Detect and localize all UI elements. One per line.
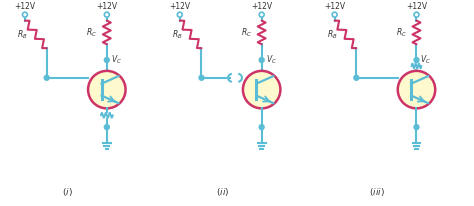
- Circle shape: [259, 12, 264, 17]
- Circle shape: [44, 75, 49, 80]
- Circle shape: [243, 71, 281, 108]
- Circle shape: [259, 57, 264, 62]
- Text: $R_C$: $R_C$: [396, 26, 407, 39]
- Text: $R_B$: $R_B$: [172, 28, 183, 41]
- Circle shape: [104, 12, 109, 17]
- Text: $V_C$: $V_C$: [265, 54, 276, 66]
- Text: +12V: +12V: [406, 2, 427, 11]
- Text: $(i)$: $(i)$: [62, 186, 73, 198]
- Text: $(iii)$: $(iii)$: [369, 186, 385, 198]
- Text: +12V: +12V: [169, 2, 191, 11]
- Circle shape: [332, 12, 337, 17]
- Text: +12V: +12V: [324, 2, 345, 11]
- Circle shape: [199, 75, 204, 80]
- Text: $R_B$: $R_B$: [327, 28, 337, 41]
- Text: $R_C$: $R_C$: [241, 26, 252, 39]
- Circle shape: [414, 125, 419, 130]
- Circle shape: [88, 71, 126, 108]
- Text: +12V: +12V: [96, 2, 118, 11]
- Circle shape: [259, 125, 264, 130]
- Circle shape: [104, 57, 109, 62]
- Circle shape: [354, 75, 359, 80]
- Text: $V_C$: $V_C$: [420, 54, 431, 66]
- Circle shape: [177, 12, 182, 17]
- Text: +12V: +12V: [251, 2, 272, 11]
- Circle shape: [22, 12, 27, 17]
- Circle shape: [414, 57, 419, 62]
- Circle shape: [398, 71, 435, 108]
- Text: $V_C$: $V_C$: [111, 54, 122, 66]
- Circle shape: [104, 125, 109, 130]
- Text: $R_B$: $R_B$: [17, 28, 28, 41]
- Text: $R_C$: $R_C$: [86, 26, 97, 39]
- Text: +12V: +12V: [14, 2, 36, 11]
- Circle shape: [414, 12, 419, 17]
- Text: $(ii)$: $(ii)$: [216, 186, 229, 198]
